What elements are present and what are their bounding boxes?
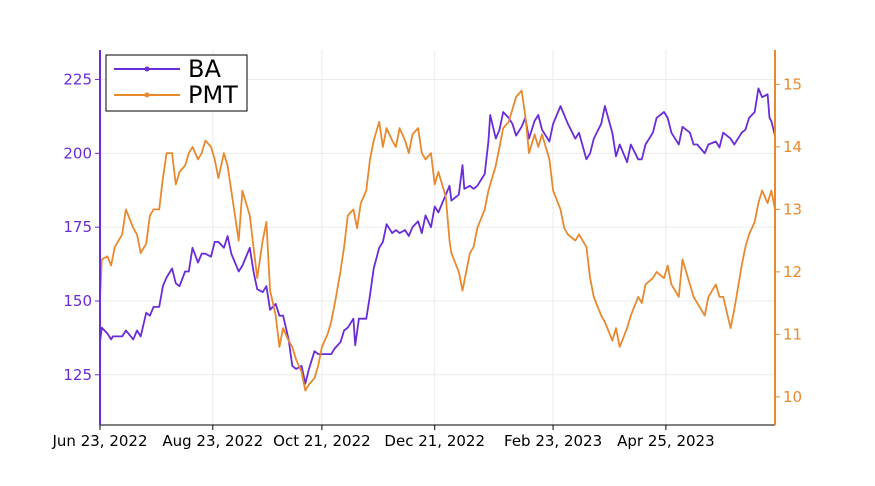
series-line-ba bbox=[99, 87, 776, 385]
x-tick-label: Jun 23, 2022 bbox=[51, 432, 147, 450]
legend-label-pmt: PMT bbox=[188, 81, 238, 109]
x-tick-label: Feb 23, 2023 bbox=[504, 432, 602, 450]
legend-box bbox=[105, 54, 248, 112]
right-y-tick-label: 10 bbox=[783, 388, 802, 406]
right-y-tick-label: 15 bbox=[783, 75, 802, 93]
axes: Jun 23, 2022 Aug 23, 2022 Oct 21, 2022 Dec … bbox=[51, 50, 802, 450]
legend-marker-ba bbox=[144, 66, 150, 72]
x-tick-label: Apr 25, 2023 bbox=[617, 432, 715, 450]
right-y-tick-label: 12 bbox=[783, 263, 802, 281]
right-y-tick-label: 14 bbox=[783, 138, 802, 156]
x-tick-label: Aug 23, 2022 bbox=[162, 432, 263, 450]
left-y-tick-label: 200 bbox=[63, 144, 92, 162]
legend-label-ba: BA bbox=[188, 55, 221, 83]
series-line-pmt bbox=[99, 89, 776, 392]
legend-marker-pmt bbox=[144, 92, 150, 98]
left-y-tick-label: 175 bbox=[63, 218, 92, 236]
x-tick-label: Dec 21, 2022 bbox=[384, 432, 485, 450]
x-tick-label: Oct 21, 2022 bbox=[273, 432, 371, 450]
right-y-tick-label: 11 bbox=[783, 325, 802, 343]
left-y-tick-label: 150 bbox=[63, 292, 92, 310]
left-y-tick-label: 225 bbox=[63, 71, 92, 89]
series-layer bbox=[99, 87, 776, 392]
left-y-tick-label: 125 bbox=[63, 366, 92, 384]
right-y-tick-label: 13 bbox=[783, 200, 802, 218]
